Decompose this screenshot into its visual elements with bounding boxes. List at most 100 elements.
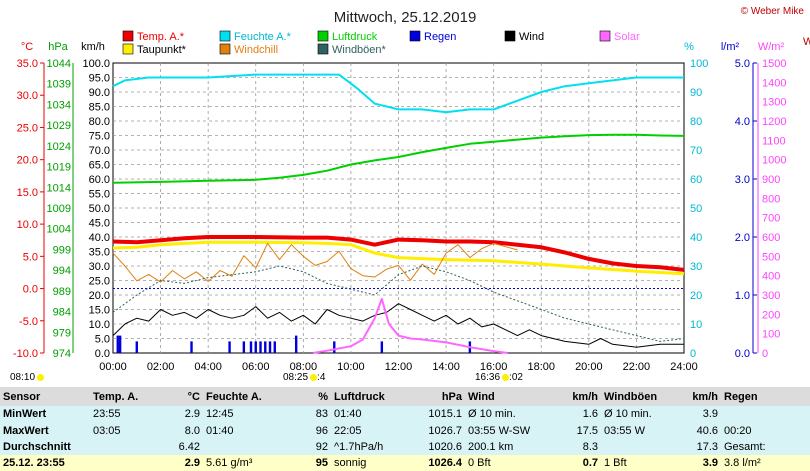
stats-cell: 1.6	[545, 406, 601, 423]
hpa-tick-label: 1014	[47, 182, 71, 194]
wind-line	[112, 303, 684, 348]
stats-header-cell: Wind	[465, 387, 545, 407]
temp-tick-label: 35.0	[17, 58, 38, 70]
pct-tick-label: 70	[690, 145, 702, 157]
stats-cell: ^1.7hPa/h	[331, 438, 389, 455]
stats-header-cell: Windböen	[601, 387, 665, 407]
stats-cell: 83	[273, 406, 331, 423]
stats-cell: 2.9	[145, 406, 203, 423]
solar-tick-label: 200	[762, 309, 780, 321]
rain-bar	[333, 341, 336, 353]
stats-header-cell: l/m²	[781, 387, 810, 407]
stats-cell: Ø 10 min.	[465, 406, 545, 423]
rain-bar	[294, 335, 298, 353]
stats-cell: 03:55 W-SW	[465, 422, 545, 439]
stats-cell	[90, 438, 145, 455]
stats-table: Sensor Temp. A. °C Feuchte A.% Luftdruck hPa W…	[0, 387, 810, 471]
kmh-tick-label: 15.0	[89, 305, 110, 317]
axis-header-solar: W/m²	[758, 41, 785, 53]
stats-row-label: MinWert	[0, 406, 90, 423]
pct-tick-label: 20	[690, 290, 702, 302]
legend-label: Taupunkt*	[137, 44, 187, 56]
axis-header-kmh: km/h	[81, 41, 105, 53]
solar-tick-label: 0	[762, 348, 768, 360]
x-tick-label: 22:00	[623, 361, 651, 373]
pct-tick-label: 100	[690, 58, 708, 70]
kmh-tick-label: 20.0	[89, 290, 110, 302]
legend-label: Solar	[614, 31, 640, 43]
rain-bar	[249, 341, 253, 353]
stats-cell: 5.61 g/m³	[203, 454, 273, 471]
hpa-tick-label: 1039	[47, 79, 71, 91]
hpa-tick-label: 1029	[47, 120, 71, 132]
hpa-tick-label: 1034	[47, 99, 71, 111]
stats-cell: 8.3	[545, 438, 601, 455]
kmh-tick-label: 100.0	[82, 58, 110, 70]
x-tick-label: 14:00	[432, 361, 460, 373]
temp-tick-label: 15.0	[17, 187, 38, 199]
temp-line	[112, 235, 685, 272]
x-tick-label: 16:00	[480, 361, 508, 373]
stats-cell	[601, 438, 665, 455]
axis-partial-label: W	[803, 36, 810, 48]
kmh-tick-label: 45.0	[89, 218, 110, 230]
rain-tick-label: 2.0	[735, 232, 750, 244]
solar-tick-label: 1500	[762, 58, 786, 70]
rain-tick-label: 1.0	[735, 290, 750, 302]
kmh-tick-label: 60.0	[89, 174, 110, 186]
pct-tick-label: 10	[690, 319, 702, 331]
stats-cell: 1015.1	[389, 406, 465, 423]
stats-header-cell: km/h	[545, 387, 601, 407]
x-tick-label: 10:00	[337, 361, 365, 373]
stats-cell	[90, 454, 145, 471]
hpa-tick-label: 1044	[47, 58, 71, 70]
stats-row: 25.12. 23:55 2.9 5.61 g/m³ 95 sonnig 1026.4 0 …	[0, 454, 810, 471]
grid-lines	[113, 63, 684, 353]
pct-tick-label: 90	[690, 87, 702, 99]
stats-cell: 3.9	[665, 454, 721, 471]
solar-tick-label: 800	[762, 193, 780, 205]
stats-cell: 03:55 W	[601, 422, 665, 439]
rain-bar	[116, 335, 119, 353]
x-tick-label: 20:00	[575, 361, 603, 373]
stats-cell: 1020.6	[389, 438, 465, 455]
copyright: © Weber Mike	[740, 6, 804, 17]
stats-cell	[721, 406, 781, 423]
solar-tick-label: 300	[762, 290, 780, 302]
solar-tick-label: 600	[762, 232, 780, 244]
hpa-tick-label: 1024	[47, 141, 71, 153]
x-tick-label: 02:00	[147, 361, 175, 373]
x-tick-label: 12:00	[385, 361, 413, 373]
kmh-tick-label: 50.0	[89, 203, 110, 215]
rain-bar	[242, 341, 246, 353]
legend-swatch	[122, 43, 134, 55]
kmh-tick-label: 80.0	[89, 116, 110, 128]
solar-tick-label: 100	[762, 329, 780, 341]
stats-cell: 3.9	[665, 406, 721, 423]
stats-header-cell: Temp. A.	[90, 387, 145, 407]
kmh-tick-label: 30.0	[89, 261, 110, 273]
kmh-tick-label: 90.0	[89, 87, 110, 99]
hum-line	[112, 73, 684, 114]
solar-tick-label: 700	[762, 213, 780, 225]
chart-title: Mittwoch, 25.12.2019	[334, 9, 477, 26]
kmh-tick-label: 5.0	[95, 334, 110, 346]
stats-header-cell: °C	[145, 387, 203, 407]
stats-cell: 23:55	[90, 406, 145, 423]
legend-swatch	[409, 30, 421, 42]
legend-swatch	[219, 43, 231, 55]
rain-bar	[118, 335, 122, 353]
sunset-marker: 16:36:02	[475, 372, 523, 383]
x-tick-label: 04:00	[194, 361, 222, 373]
stats-cell: 95	[273, 454, 331, 471]
stats-cell: Gesamt:	[721, 438, 781, 455]
solar-tick-label: 900	[762, 174, 780, 186]
stats-cell: 01:40	[331, 406, 389, 423]
stats-cell: 12:45	[203, 406, 273, 423]
hpa-tick-label: 1004	[47, 224, 71, 236]
kmh-tick-label: 25.0	[89, 276, 110, 288]
hpa-tick-label: 989	[53, 286, 71, 298]
hpa-tick-label: 999	[53, 244, 71, 256]
stats-header-cell: Regen	[721, 387, 781, 407]
sunrise-marker: 08:25:4	[283, 372, 326, 383]
